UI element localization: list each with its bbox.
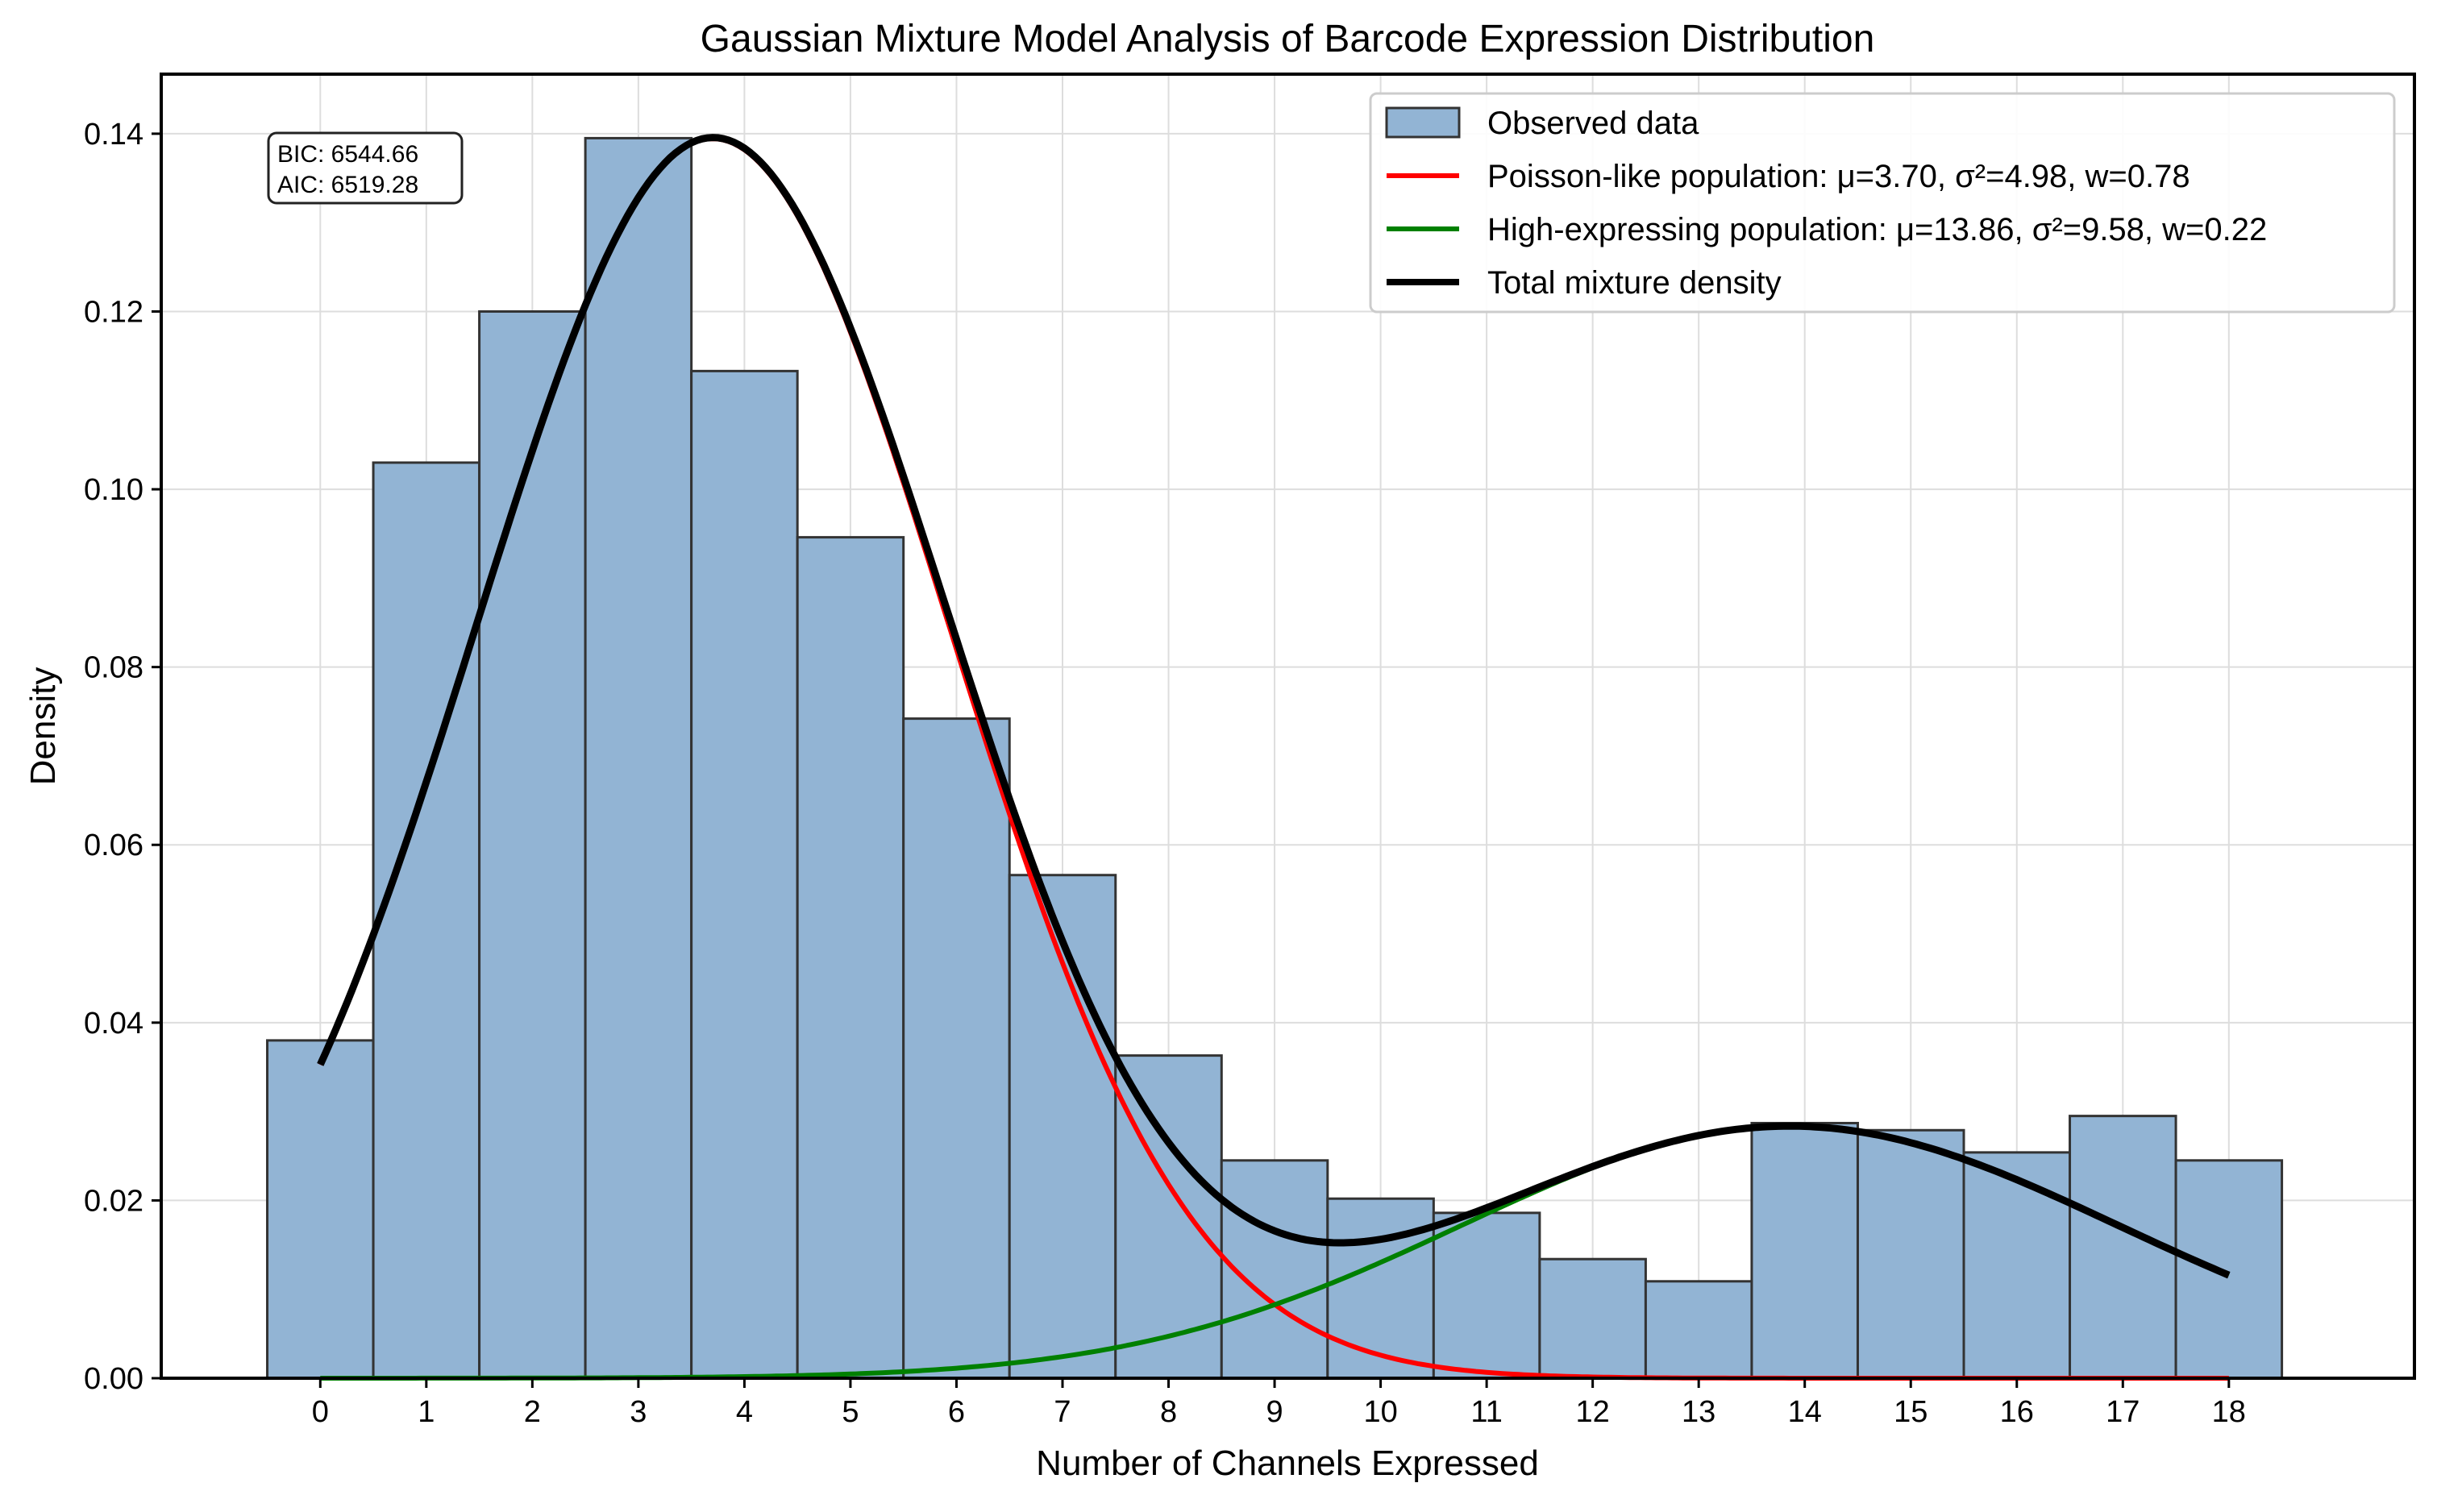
x-tick-label: 1	[418, 1395, 435, 1429]
legend-swatch-observed	[1385, 106, 1461, 139]
y-ticks: 0.00 0.02 0.04 0.06 0.08 0.10 0.12 0.14	[84, 118, 161, 1396]
x-tick-label: 5	[842, 1395, 859, 1429]
histogram-bar	[1856, 1128, 1965, 1380]
total-mixture-curve	[317, 134, 2231, 1279]
histogram-bar	[1326, 1197, 1435, 1380]
histogram-bar	[1962, 1151, 2072, 1380]
legend: Observed data Poisson-like population: μ…	[1369, 92, 2396, 314]
x-tick-label: 2	[524, 1395, 541, 1429]
x-tick-label: 4	[736, 1395, 753, 1429]
bars-layer	[266, 136, 2284, 1380]
legend-label-poisson: Poisson-like population: μ=3.70, σ²=4.98…	[1487, 159, 2190, 194]
x-tick-label: 14	[1788, 1395, 1822, 1429]
histogram-bar	[690, 369, 799, 1380]
x-tick-label: 7	[1054, 1395, 1071, 1429]
stats-box	[267, 131, 464, 205]
y-tick-label: 0.04	[84, 1007, 143, 1041]
y-tick-label: 0.06	[84, 829, 143, 862]
x-tick-label: 10	[1363, 1395, 1397, 1429]
histogram-bar	[478, 309, 587, 1380]
x-tick-label: 17	[2106, 1395, 2140, 1429]
x-tick-label: 13	[1682, 1395, 1715, 1429]
plot-frame	[160, 73, 2416, 1380]
chart-title: Gaussian Mixture Model Analysis of Barco…	[701, 18, 1875, 60]
x-ticks: 0 1 2 3 4 5 6 7 8 9 10 11 12 13 14 15 16 17 18	[312, 1378, 2246, 1429]
x-tick-label: 0	[312, 1395, 329, 1429]
histogram-bar	[266, 1039, 375, 1380]
y-tick-label: 0.02	[84, 1184, 143, 1218]
y-tick-label: 0.12	[84, 295, 143, 329]
histogram-bar	[1644, 1280, 1753, 1380]
bic-text: BIC: 6544.66	[277, 141, 418, 168]
x-tick-label: 6	[948, 1395, 965, 1429]
histogram-bar	[796, 536, 905, 1380]
histogram-bar	[1750, 1121, 1859, 1380]
legend-label-total: Total mixture density	[1487, 265, 1782, 301]
x-tick-label: 8	[1160, 1395, 1177, 1429]
x-tick-label: 15	[1894, 1395, 1928, 1429]
x-tick-label: 11	[1470, 1395, 1502, 1429]
x-tick-label: 9	[1266, 1395, 1283, 1429]
legend-box	[1369, 92, 2396, 314]
x-tick-label: 16	[2000, 1395, 2034, 1429]
y-axis-title: Density	[23, 667, 63, 786]
y-tick-label: 0.08	[84, 651, 143, 685]
stats-annotation: BIC: 6544.66 AIC: 6519.28	[267, 131, 464, 205]
x-tick-label: 3	[630, 1395, 647, 1429]
legend-label-observed: Observed data	[1487, 106, 1699, 141]
y-tick-label: 0.14	[84, 118, 143, 152]
x-tick-label: 18	[2212, 1395, 2246, 1429]
y-tick-label: 0.00	[84, 1362, 143, 1396]
histogram-bar	[2174, 1159, 2284, 1380]
histogram-bar	[902, 717, 1011, 1380]
histogram-bar	[584, 136, 693, 1380]
histogram-bar	[1432, 1211, 1541, 1380]
aic-text: AIC: 6519.28	[277, 172, 418, 198]
histogram-bar	[1114, 1054, 1223, 1380]
x-axis-title: Number of Channels Expressed	[1036, 1443, 1539, 1483]
histogram-bar	[1538, 1257, 1647, 1380]
y-tick-label: 0.10	[84, 473, 143, 507]
legend-label-high-expressing: High-expressing population: μ=13.86, σ²=…	[1487, 212, 2267, 247]
histogram-bar	[372, 461, 481, 1380]
x-tick-label: 12	[1576, 1395, 1610, 1429]
